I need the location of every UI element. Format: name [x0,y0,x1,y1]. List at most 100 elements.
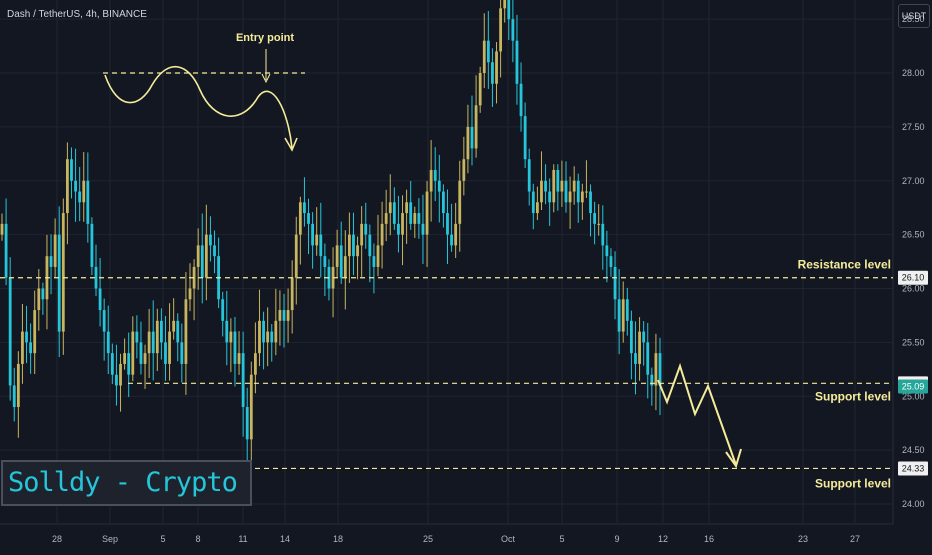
candle-bullish [478,73,482,106]
candle-bearish [470,126,474,149]
candle-bearish [409,202,413,224]
candle-bullish [266,331,270,343]
candle-bullish [196,245,200,267]
candle-bearish [339,245,343,278]
price-axis-tag [898,270,928,285]
x-tick-label: 16 [704,534,714,544]
candle-bearish [437,180,441,192]
candle-bullish [376,245,380,267]
price-axis-tag-label: 26.10 [902,273,925,283]
candle-bearish [527,159,531,192]
candle-bullish [535,202,539,214]
candle-bearish [176,320,180,343]
y-tick-label: 27.50 [902,122,925,132]
candle-bullish [343,256,347,278]
candle-bearish [106,331,110,354]
x-tick-label: 12 [658,534,668,544]
candle-bullish [585,191,588,193]
candle-bearish [78,191,82,203]
candle-bullish [380,223,384,246]
y-tick-label: 27.00 [902,176,925,186]
candle-bearish [307,213,310,224]
candle-bullish [82,180,86,203]
candle-bullish [16,363,20,408]
candle-bearish [372,256,376,267]
candle-bearish [4,223,8,278]
candle-bullish [454,223,458,246]
candle-bullish [274,320,278,343]
candle-bearish [311,223,315,246]
candle-bullish [580,191,584,203]
candle-bearish [392,202,396,224]
candle-bullish [499,8,503,52]
candle-bullish [462,159,466,181]
candle-bearish [127,353,131,375]
candle-bullish [405,202,409,214]
x-tick-label: Sep [102,534,118,544]
candle-bullish [123,353,127,364]
candle-bullish [0,223,4,235]
candle-bullish [474,105,478,149]
candle-bearish [225,320,229,343]
candle-bearish [70,159,73,181]
candle-bearish [548,191,552,203]
candle-bullish [258,320,261,354]
candle-bearish [135,331,139,343]
candle-bearish [642,331,646,343]
y-tick-label: 26.50 [902,230,925,240]
candle-bullish [286,310,290,321]
candle-bullish [61,213,65,332]
resistance-level-label: Resistance level [798,258,891,272]
candle-bullish [540,180,543,203]
candle-bearish [233,331,237,364]
candle-bullish [253,353,257,375]
candle-bearish [564,180,568,203]
candle-bearish [115,374,118,386]
candle-bearish [593,213,597,224]
candle-bearish [601,223,605,246]
candle-bullish [597,223,601,225]
watermark-label: Solldy - Crypto for U [1,460,252,506]
candle-bullish [168,331,171,364]
candle-bearish [90,223,94,267]
candle-bearish [241,353,245,408]
x-tick-label: 14 [280,534,290,544]
currency-unit-button[interactable]: USDT [898,4,930,28]
candle-bullish [347,234,351,257]
candle-bearish [519,83,523,117]
candle-bullish [572,180,576,192]
y-tick-label: 24.00 [902,499,925,509]
candle-bullish [388,202,392,214]
candle-bearish [589,191,592,214]
candle-bearish [433,169,437,181]
candle-bearish [352,234,355,257]
candle-bullish [65,159,69,214]
entry-point-label: Entry point [236,32,294,44]
candle-bullish [147,331,151,354]
candle-bullish [638,331,641,364]
candle-bearish [446,213,449,235]
candle-bearish [523,116,527,160]
candle-bearish [245,407,249,440]
candle-bearish [49,256,53,267]
candle-bullish [155,320,159,354]
candle-bearish [507,0,511,20]
price-axis-tag-label: 24.33 [902,463,925,473]
candle-bearish [86,180,90,224]
candle-bullish [552,169,556,203]
candle-bearish [556,169,560,192]
candle-bullish [278,310,282,321]
candle-bearish [151,331,155,354]
candle-bullish [568,191,572,203]
candle-bullish [425,191,429,235]
candle-bullish [384,213,388,224]
candle-bearish [364,223,368,235]
candle-bearish [282,310,286,321]
candle-bearish [605,245,609,257]
candle-bearish [164,342,167,364]
candle-bearish [41,288,45,300]
y-tick-label: 24.50 [902,445,925,455]
candle-bearish [617,299,621,332]
